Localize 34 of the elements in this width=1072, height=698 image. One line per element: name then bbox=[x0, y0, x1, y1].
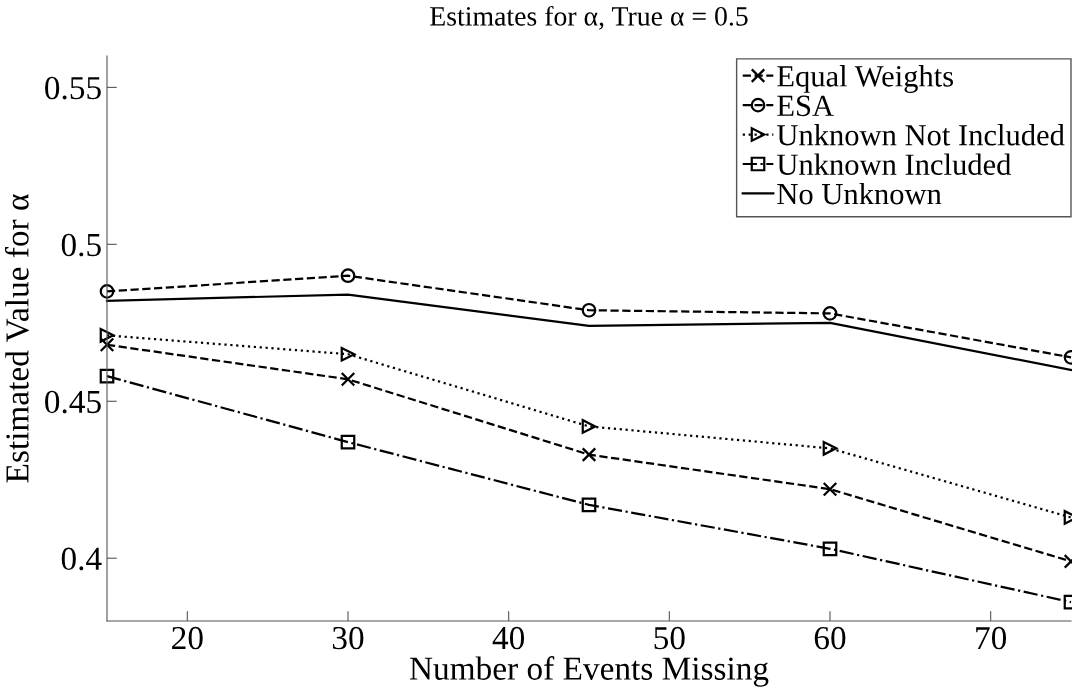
legend-label: Unknown Not Included bbox=[776, 124, 1065, 146]
y-tick-label: 0.4 bbox=[61, 547, 102, 571]
x-tick-label: 70 bbox=[976, 626, 1007, 650]
legend-label: No Unknown bbox=[777, 182, 942, 205]
point bbox=[581, 302, 597, 318]
point bbox=[822, 306, 838, 321]
point bbox=[340, 434, 356, 450]
point bbox=[581, 419, 597, 434]
point bbox=[340, 371, 356, 387]
point bbox=[99, 284, 115, 299]
y-axis-title: Estimated Value for α bbox=[4, 194, 29, 483]
point bbox=[340, 268, 356, 284]
point bbox=[340, 346, 356, 362]
point bbox=[822, 441, 838, 456]
point bbox=[99, 337, 115, 353]
x-tick-label: 40 bbox=[492, 626, 525, 650]
chart-title: Estimates for α, True α = 0.5 bbox=[430, 5, 748, 30]
x-tick-label: 60 bbox=[814, 626, 846, 650]
x-tick-label: 30 bbox=[332, 626, 364, 650]
point bbox=[99, 368, 115, 384]
point bbox=[99, 328, 115, 343]
x-tick-label: 20 bbox=[172, 626, 203, 650]
point bbox=[822, 481, 838, 497]
point bbox=[581, 447, 597, 462]
point bbox=[822, 541, 838, 557]
legend-label: ESA bbox=[777, 95, 834, 117]
point bbox=[581, 497, 597, 513]
y-tick-label: 0.55 bbox=[45, 76, 101, 100]
legend-label: Unknown Included bbox=[776, 153, 1012, 175]
legend-label: Equal Weights bbox=[777, 65, 954, 93]
y-tick-label: 0.45 bbox=[45, 390, 101, 414]
x-axis-title: Number of Events Missing bbox=[409, 656, 769, 687]
x-tick-label: 50 bbox=[654, 626, 685, 650]
y-tick-label: 0.5 bbox=[61, 233, 101, 257]
